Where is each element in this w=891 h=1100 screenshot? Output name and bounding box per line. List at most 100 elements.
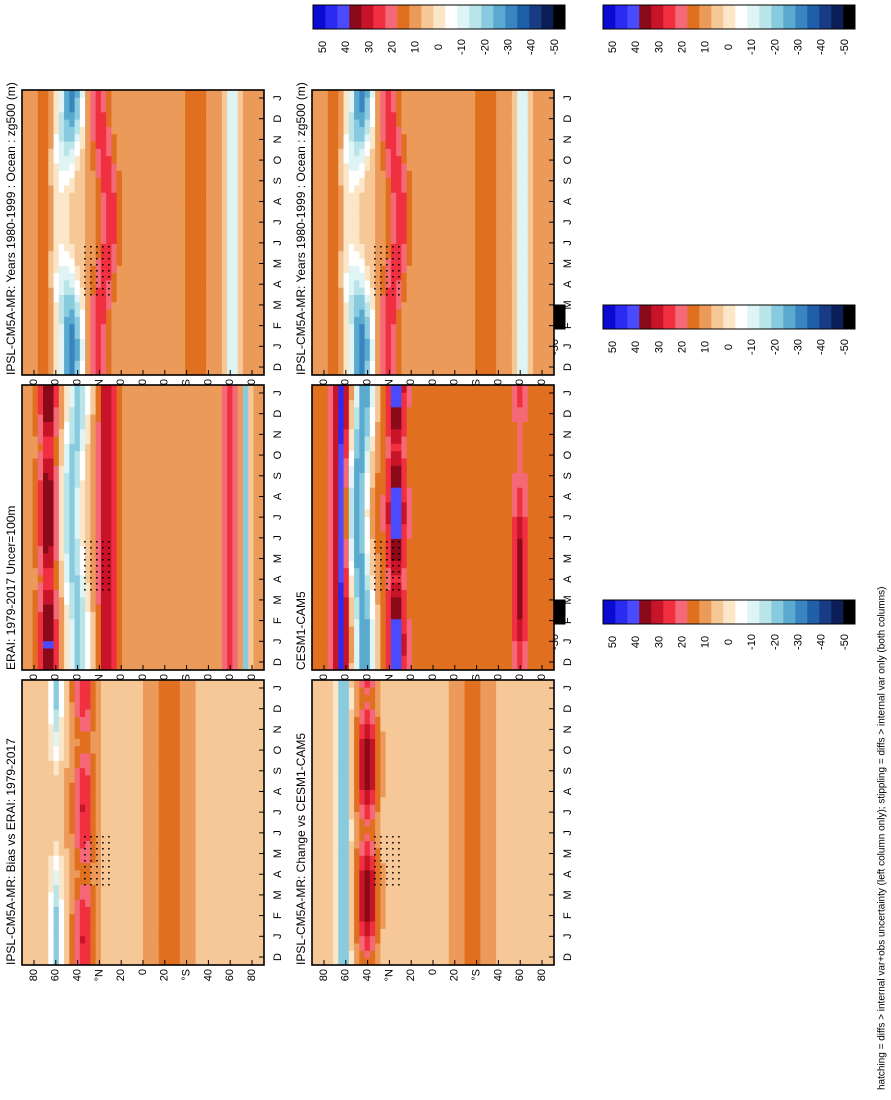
heatmap-cell [32,148,39,157]
heatmap-cell [211,428,218,437]
heatmap-cell [169,141,175,149]
heatmap-cell [137,501,144,510]
heatmap-cell [64,228,70,237]
heatmap-cell [121,104,128,113]
heatmap-cell [153,206,160,215]
heatmap-cell [137,316,144,325]
heatmap-cell [190,250,197,259]
heatmap-cell [143,428,149,437]
heatmap-cell [111,458,118,466]
heatmap-cell [179,523,186,532]
heatmap-cell [242,250,249,259]
heatmap-cell [53,111,60,120]
heatmap-cell [148,738,154,747]
heatmap-cell [121,163,128,171]
heatmap-cell [90,694,97,703]
heatmap-cell [64,494,70,503]
heatmap-cell [111,589,118,598]
heatmap-cell [43,170,49,179]
heatmap-cell [85,214,91,222]
heatmap-cell [64,804,70,812]
heatmap-cell [211,265,218,274]
heatmap-cell [32,385,39,393]
colorbar-swatch [481,5,494,29]
heatmap-cell [22,414,28,422]
heatmap-cell [237,301,244,310]
heatmap-cell [132,345,139,354]
heatmap-cell [143,126,149,135]
heatmap-cell [37,694,44,703]
heatmap-cell [190,640,197,649]
heatmap-cell [43,618,49,627]
heatmap-cell [242,538,249,547]
heatmap-cell [148,775,154,783]
heatmap-cell [27,243,33,252]
heatmap-cell [253,228,260,237]
heatmap-cell [121,575,128,583]
heatmap-cell [127,833,133,842]
heatmap-cell [106,316,112,325]
heatmap-cell [137,891,144,900]
heatmap-cell [43,148,49,157]
heatmap-cell [106,891,112,900]
heatmap-cell [53,501,60,510]
heatmap-cell [190,406,197,415]
heatmap-cell [148,228,154,237]
heatmap-cell [90,465,97,474]
heatmap-cell [179,258,186,266]
heatmap-cell [111,406,118,415]
heatmap-cell [237,228,244,237]
heatmap-cell [232,331,239,339]
heatmap-cell [53,833,60,842]
heatmap-cell [116,567,123,576]
heatmap-cell [253,538,260,547]
heatmap-cell [53,163,60,171]
heatmap-cell [242,316,249,325]
heatmap-cell [127,501,133,510]
heatmap-cell [27,899,33,907]
heatmap-cell [27,680,33,688]
heatmap-cell [32,111,39,120]
heatmap-cell [221,323,228,332]
heatmap-cell [143,450,149,459]
heatmap-cell [153,258,160,266]
heatmap-cell [153,516,160,525]
heatmap-cell [95,891,102,900]
heatmap-cell [185,472,191,481]
heatmap-cell [121,891,128,900]
colorbar-label: 10 [410,41,422,53]
heatmap-cell [85,323,91,332]
heatmap-cell [79,170,86,179]
heatmap-cell [85,618,91,627]
heatmap-cell [153,753,160,761]
heatmap-cell [90,796,97,805]
heatmap-cell [137,465,144,474]
heatmap-cell [43,648,49,656]
heatmap-cell [64,906,70,915]
heatmap-cell [248,331,254,339]
heatmap-cell [179,294,186,303]
heatmap-cell [74,575,81,583]
heatmap-cell [185,294,191,303]
heatmap-cell [69,90,76,98]
heatmap-cell [106,745,112,754]
heatmap-cell [53,97,60,106]
heatmap-cell [79,243,86,252]
heatmap-cell [37,148,44,157]
month-tick-label: F [272,322,284,329]
heatmap-cell [22,575,28,583]
heatmap-cell [127,731,133,739]
heatmap-cell [69,848,76,856]
heatmap-cell [69,604,76,612]
heatmap-cell [200,353,207,361]
heatmap-cell [58,414,65,422]
heatmap-cell [69,392,76,401]
heatmap-cell [174,443,181,452]
heatmap-cell [121,935,128,944]
heatmap-cell [100,126,107,135]
heatmap-cell [158,141,165,149]
heatmap-cell [27,516,33,525]
heatmap-cell [137,236,144,244]
heatmap-cell [164,523,170,532]
heatmap-cell [248,516,254,525]
